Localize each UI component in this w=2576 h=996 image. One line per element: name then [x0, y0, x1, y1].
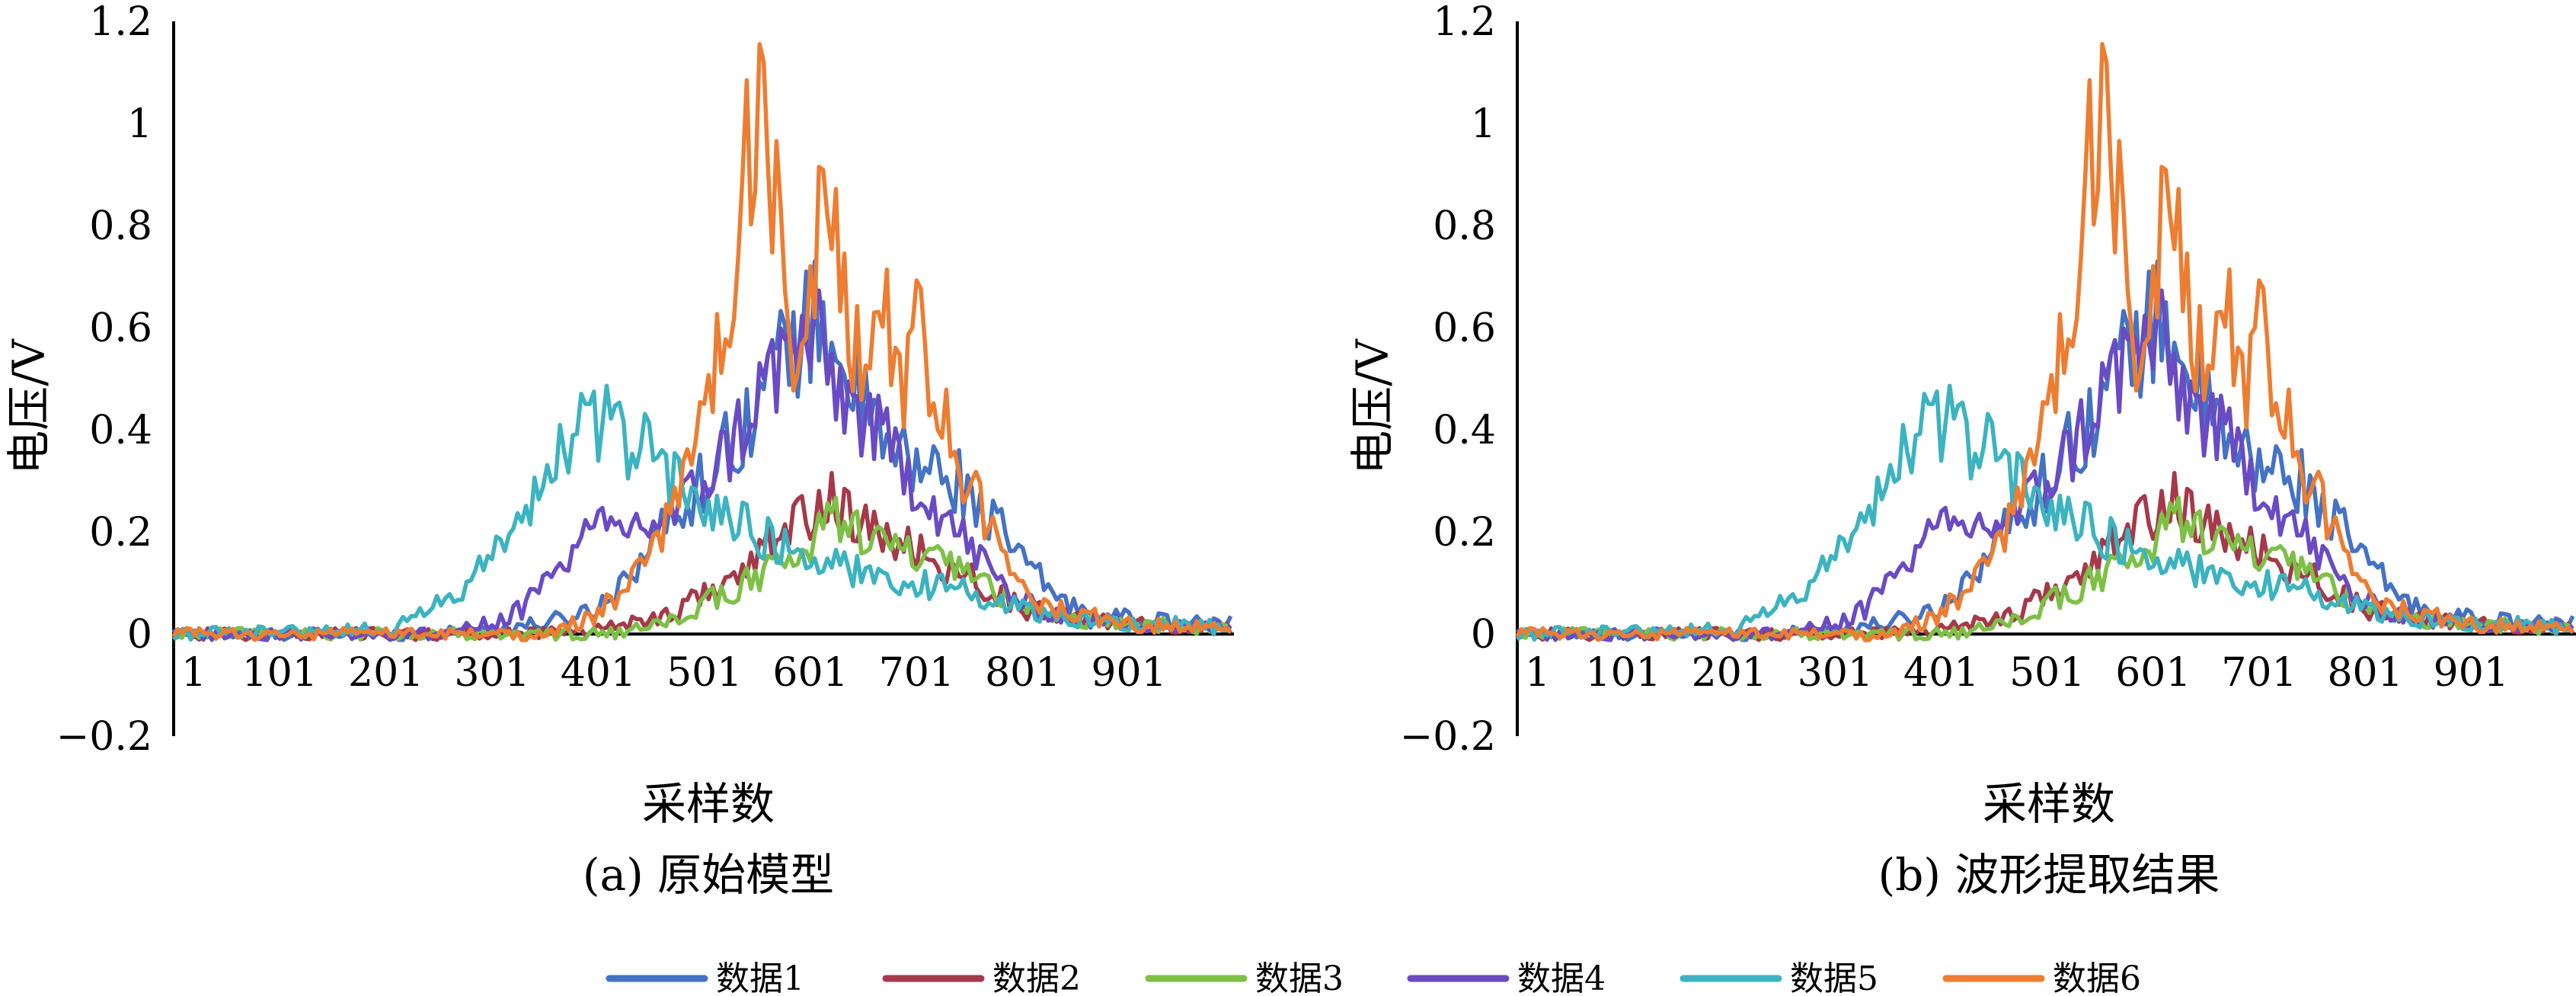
y-tick-label: 0.8 — [89, 203, 152, 249]
y-tick-label: 1 — [1471, 101, 1496, 147]
x-tick-label: 101 — [242, 650, 318, 696]
panel-caption: (b) 波形提取结果 — [1878, 849, 2220, 901]
legend-label-1: 数据1 — [716, 959, 804, 996]
legend-label-5: 数据5 — [1790, 959, 1878, 996]
y-tick-label: −0.2 — [1400, 714, 1496, 760]
x-tick-label: 401 — [561, 650, 636, 696]
series-line-6 — [171, 42, 1232, 642]
y-axis-title: 电压/V — [3, 338, 55, 475]
x-tick-label: 901 — [1091, 650, 1166, 696]
x-tick-label: 601 — [772, 650, 848, 696]
y-tick-label: 0.4 — [89, 408, 152, 453]
y-tick-label: 0.4 — [1433, 408, 1496, 453]
legend-label-6: 数据6 — [2053, 959, 2141, 996]
legend: 数据1 数据2 数据3 数据4 数据5 数据6 — [606, 959, 2141, 996]
x-tick-label: 201 — [1692, 650, 1767, 696]
y-tick-label: 0 — [127, 612, 152, 658]
series-line-6 — [1515, 42, 2574, 642]
x-tick-label: 701 — [879, 650, 954, 696]
x-tick-label: 1 — [1525, 650, 1550, 696]
series-line-1 — [1515, 259, 2575, 642]
y-tick-label: 0.6 — [89, 306, 152, 351]
y-tick-label: 0.6 — [1433, 306, 1496, 351]
legend-label-4: 数据4 — [1517, 959, 1606, 996]
y-tick-label: 1.2 — [89, 0, 152, 45]
y-tick-label: 1.2 — [1433, 0, 1496, 45]
y-tick-label: 0.2 — [1433, 510, 1496, 556]
x-tick-label: 301 — [454, 650, 529, 696]
y-tick-label: 0.2 — [89, 510, 152, 556]
legend-label-2: 数据2 — [992, 959, 1081, 996]
y-tick-label: 1 — [127, 101, 152, 147]
panel-a: −0.2 0 0.2 0.4 0.6 0.8 1 1.2 1 101 201 301 401 501 601… — [3, 0, 1234, 901]
y-tick-label: 0 — [1471, 612, 1496, 658]
x-tick-label: 501 — [666, 650, 742, 696]
x-tick-label: 501 — [2009, 650, 2085, 696]
x-tick-label: 201 — [348, 650, 423, 696]
x-tick-label: 301 — [1798, 650, 1873, 696]
x-tick-label: 701 — [2221, 650, 2296, 696]
x-tick-label: 801 — [985, 650, 1060, 696]
panel-b: −0.2 0 0.2 0.4 0.6 0.8 1 1.2 1 101 201 301 401 501 601… — [1347, 0, 2576, 901]
x-tick-label: 1 — [181, 650, 206, 696]
x-tick-label: 401 — [1903, 650, 1979, 696]
x-tick-label: 601 — [2115, 650, 2191, 696]
panel-caption: (a) 原始模型 — [583, 849, 834, 901]
legend-label-3: 数据3 — [1255, 959, 1344, 996]
series-line-1 — [171, 259, 1233, 642]
y-axis-title: 电压/V — [1347, 338, 1398, 475]
x-tick-label: 801 — [2327, 650, 2402, 696]
x-axis-title: 采样数 — [642, 778, 775, 830]
x-tick-label: 101 — [1586, 650, 1661, 696]
y-tick-label: −0.2 — [56, 714, 152, 760]
y-tick-label: 0.8 — [1433, 203, 1496, 249]
x-tick-label: 901 — [2434, 650, 2509, 696]
x-axis-title: 采样数 — [1983, 778, 2115, 830]
